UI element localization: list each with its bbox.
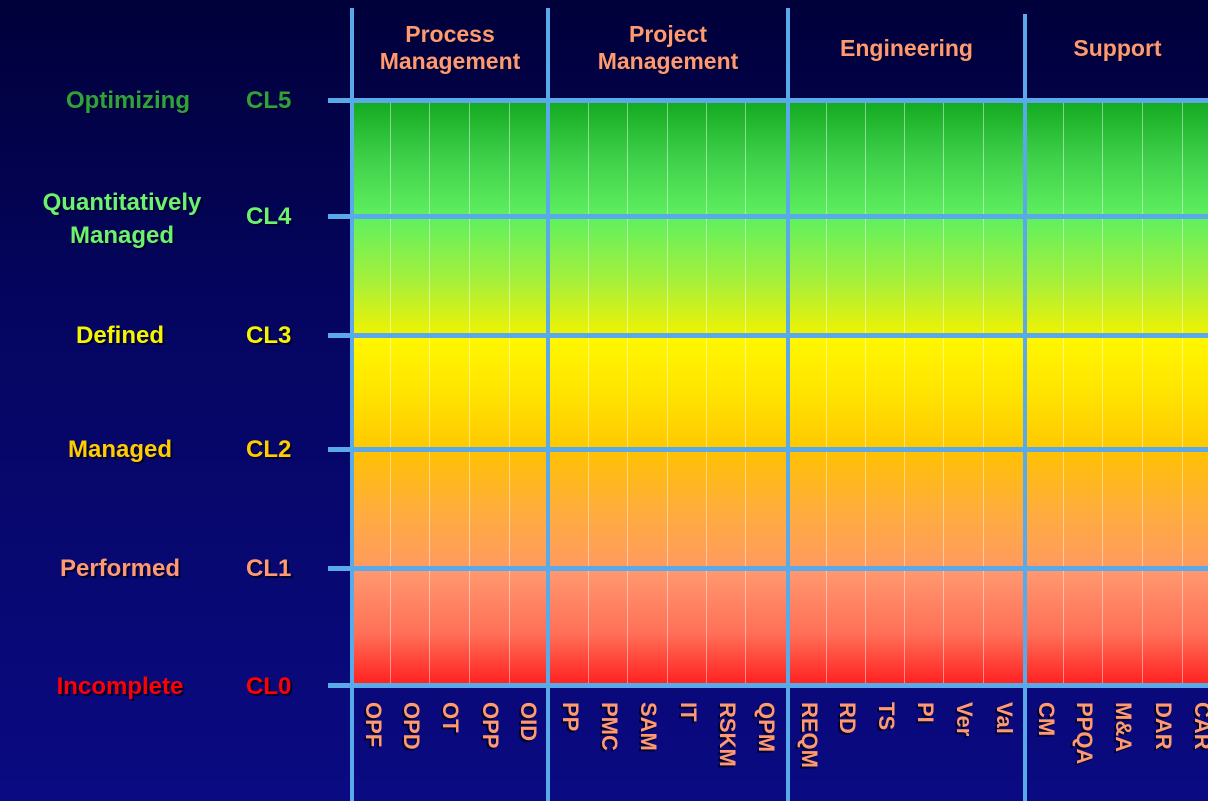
level-code-cl1: CL1 [246, 555, 292, 582]
level-line-cl3 [328, 333, 1208, 338]
process-area-reqm: REQM [797, 702, 822, 768]
band-cl5 [354, 100, 1208, 217]
process-area-opf: OPF [361, 702, 386, 748]
level-line-cl0 [328, 683, 1208, 688]
process-area-divider [706, 100, 707, 686]
process-area-opd: OPD [399, 702, 424, 750]
process-area-pi: PI [913, 702, 938, 723]
process-area-divider [1142, 100, 1143, 686]
process-area-divider [429, 100, 430, 686]
process-area-car: CAR [1190, 702, 1208, 750]
process-area-ppqa: PPQA [1072, 702, 1097, 765]
category-divider-process-project [546, 8, 550, 801]
process-area-ver: Ver [952, 702, 977, 737]
level-line-cl5 [328, 98, 1208, 103]
level-name-quantitatively-managed: Quantitatively Managed [42, 189, 202, 249]
process-area-divider [588, 100, 589, 686]
process-area-divider [390, 100, 391, 686]
level-code-cl3: CL3 [246, 322, 292, 349]
process-area-pp: PP [558, 702, 583, 732]
level-name-incomplete: Incomplete [56, 673, 184, 700]
process-area-rskm: RSKM [715, 702, 740, 767]
level-name-defined: Defined [75, 322, 164, 349]
process-area-divider [826, 100, 827, 686]
level-code-cl2: CL2 [246, 436, 292, 463]
process-area-divider [469, 100, 470, 686]
process-area-m-a: M&A [1111, 702, 1136, 753]
band-cl2 [354, 449, 1208, 569]
category-header-engineering: Engineering [840, 34, 973, 61]
process-area-divider [509, 100, 510, 686]
process-area-dar: DAR [1151, 702, 1176, 750]
process-area-rd: RD [835, 702, 860, 734]
level-line-cl2 [328, 447, 1208, 452]
level-code-cl0: CL0 [246, 673, 292, 700]
level-name-performed: Performed [59, 555, 181, 582]
band-cl4 [354, 217, 1208, 336]
level-code-cl5: CL5 [246, 87, 292, 114]
category-divider-left [350, 8, 354, 801]
process-area-ts: TS [874, 702, 899, 731]
process-area-divider [1102, 100, 1103, 686]
process-area-val: Val [992, 702, 1017, 734]
process-area-divider [865, 100, 866, 686]
band-cl1 [354, 569, 1208, 686]
process-area-sam: SAM [636, 702, 661, 751]
process-area-divider [627, 100, 628, 686]
process-area-opp: OPP [478, 702, 503, 749]
category-divider-engineering-support [1023, 14, 1027, 801]
process-area-it: IT [676, 702, 701, 722]
level-line-cl1 [328, 566, 1208, 571]
process-area-cm: CM [1034, 702, 1059, 737]
category-header-process-management: Process Management [379, 21, 521, 74]
category-header-project-management: Project Management [597, 21, 739, 74]
process-area-divider [1063, 100, 1064, 686]
process-area-divider [667, 100, 668, 686]
process-area-ot: OT [438, 702, 463, 733]
process-area-divider [904, 100, 905, 686]
category-header-support: Support [1073, 34, 1162, 61]
process-area-divider [983, 100, 984, 686]
process-area-divider [943, 100, 944, 686]
process-area-divider [1182, 100, 1183, 686]
process-area-pmc: PMC [597, 702, 622, 751]
category-divider-project-engineering [786, 8, 790, 801]
process-area-divider [745, 100, 746, 686]
band-cl3 [354, 336, 1208, 449]
process-area-qpm: QPM [754, 702, 779, 753]
level-name-optimizing: Optimizing [66, 87, 190, 114]
level-line-cl4 [328, 214, 1208, 219]
process-area-oid: OID [516, 702, 541, 742]
level-code-cl4: CL4 [246, 203, 292, 230]
level-name-managed: Managed [67, 436, 172, 463]
